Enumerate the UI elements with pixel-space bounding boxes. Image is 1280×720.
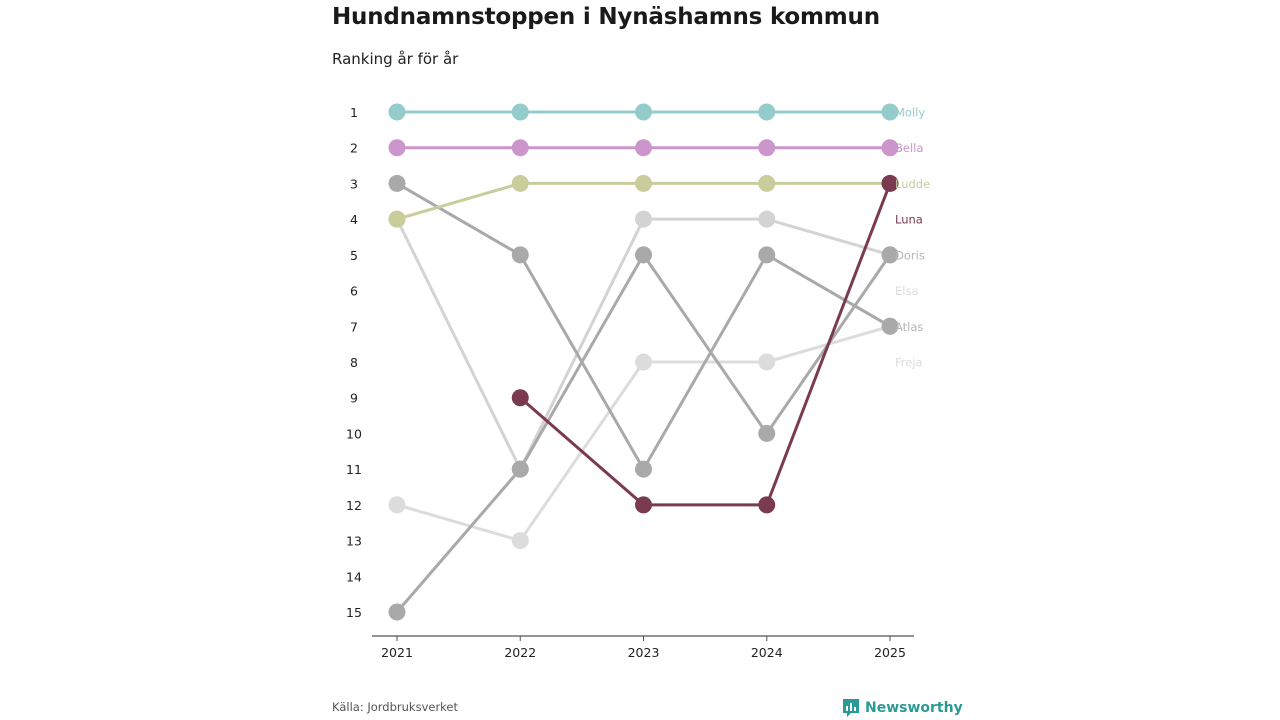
legend-label-luna: Luna	[895, 213, 923, 227]
brand-logo[interactable]: Newsworthy	[842, 698, 963, 718]
point-doris-2024[interactable]	[758, 246, 776, 264]
series-line-luna	[519, 182, 892, 507]
point-molly-2024[interactable]	[758, 103, 776, 121]
rank-label-9: 9	[350, 391, 358, 406]
x-axis: 2021 2022 2023 2024 2025	[372, 635, 914, 660]
point-elsa-2023[interactable]	[635, 210, 652, 228]
year-label-2023: 2023	[628, 645, 660, 660]
legend-label-molly: Molly	[895, 106, 925, 120]
point-bella-2023[interactable]	[635, 139, 652, 157]
rank-label-4: 4	[350, 212, 358, 227]
year-label-2024: 2024	[751, 645, 783, 660]
rank-label-3: 3	[350, 176, 358, 191]
year-label-2022: 2022	[504, 645, 536, 660]
brand-name: Newsworthy	[865, 700, 963, 716]
point-ludde-2021[interactable]	[388, 210, 406, 228]
series-points	[388, 103, 899, 621]
rank-label-1: 1	[350, 105, 358, 120]
point-freja-2021[interactable]	[388, 496, 406, 514]
point-molly-2023[interactable]	[635, 103, 652, 121]
point-freja-2022[interactable]	[511, 532, 529, 550]
rank-label-15: 15	[346, 605, 362, 620]
chart-subtitle: Ranking år för år	[332, 50, 459, 68]
point-doris-2021[interactable]	[388, 174, 406, 192]
point-doris-2025[interactable]	[881, 317, 899, 335]
point-doris-2023[interactable]	[635, 460, 652, 478]
point-luna-2024[interactable]	[758, 496, 776, 514]
rank-label-10: 10	[346, 426, 362, 441]
rank-label-8: 8	[350, 355, 358, 370]
point-elsa-2024[interactable]	[758, 210, 776, 228]
source-note: Källa: Jordbruksverket	[332, 700, 459, 714]
legend-label-freja: Freja	[895, 356, 923, 370]
point-freja-2024[interactable]	[758, 353, 776, 371]
point-molly-2025[interactable]	[881, 103, 899, 121]
newsworthy-icon	[843, 699, 859, 717]
rank-label-2: 2	[350, 141, 358, 156]
series-labels: Molly Bella Ludde Luna Doris Elsa Atlas Freja	[895, 106, 930, 370]
chart-title: Hundnamnstoppen i Nynäshamns kommun	[332, 4, 880, 30]
rank-label-7: 7	[350, 319, 358, 334]
point-molly-2021[interactable]	[388, 103, 406, 121]
year-label-2025: 2025	[874, 645, 906, 660]
legend-label-ludde: Ludde	[895, 177, 930, 191]
legend-label-bella: Bella	[895, 141, 923, 155]
rank-label-12: 12	[346, 498, 362, 513]
legend-label-elsa: Elsa	[895, 284, 919, 298]
point-ludde-2024[interactable]	[758, 174, 776, 192]
point-bella-2025[interactable]	[881, 139, 899, 157]
point-bella-2024[interactable]	[758, 139, 776, 157]
point-molly-2022[interactable]	[511, 103, 529, 121]
legend-label-doris: Doris	[895, 248, 925, 262]
point-luna-2023[interactable]	[635, 496, 652, 514]
point-atlas-2022[interactable]	[511, 460, 529, 478]
point-luna-2022[interactable]	[511, 389, 529, 407]
rank-label-13: 13	[346, 534, 362, 549]
point-doris-2022[interactable]	[511, 246, 529, 264]
point-ludde-2023[interactable]	[635, 174, 652, 192]
series-line-atlas	[395, 253, 892, 613]
year-label-2021: 2021	[381, 645, 413, 660]
rank-label-14: 14	[346, 569, 362, 584]
point-atlas-2024[interactable]	[758, 424, 776, 442]
point-ludde-2022[interactable]	[511, 174, 529, 192]
point-atlas-2023[interactable]	[635, 246, 652, 264]
point-freja-2023[interactable]	[635, 353, 652, 371]
point-bella-2021[interactable]	[388, 139, 406, 157]
rank-label-11: 11	[346, 462, 362, 477]
rank-label-6: 6	[350, 284, 358, 299]
point-atlas-2025[interactable]	[881, 246, 899, 264]
point-luna-2025[interactable]	[881, 174, 899, 192]
legend-label-atlas: Atlas	[895, 320, 923, 334]
point-atlas-2021[interactable]	[388, 603, 406, 621]
point-bella-2022[interactable]	[511, 139, 529, 157]
rank-label-5: 5	[350, 248, 358, 263]
